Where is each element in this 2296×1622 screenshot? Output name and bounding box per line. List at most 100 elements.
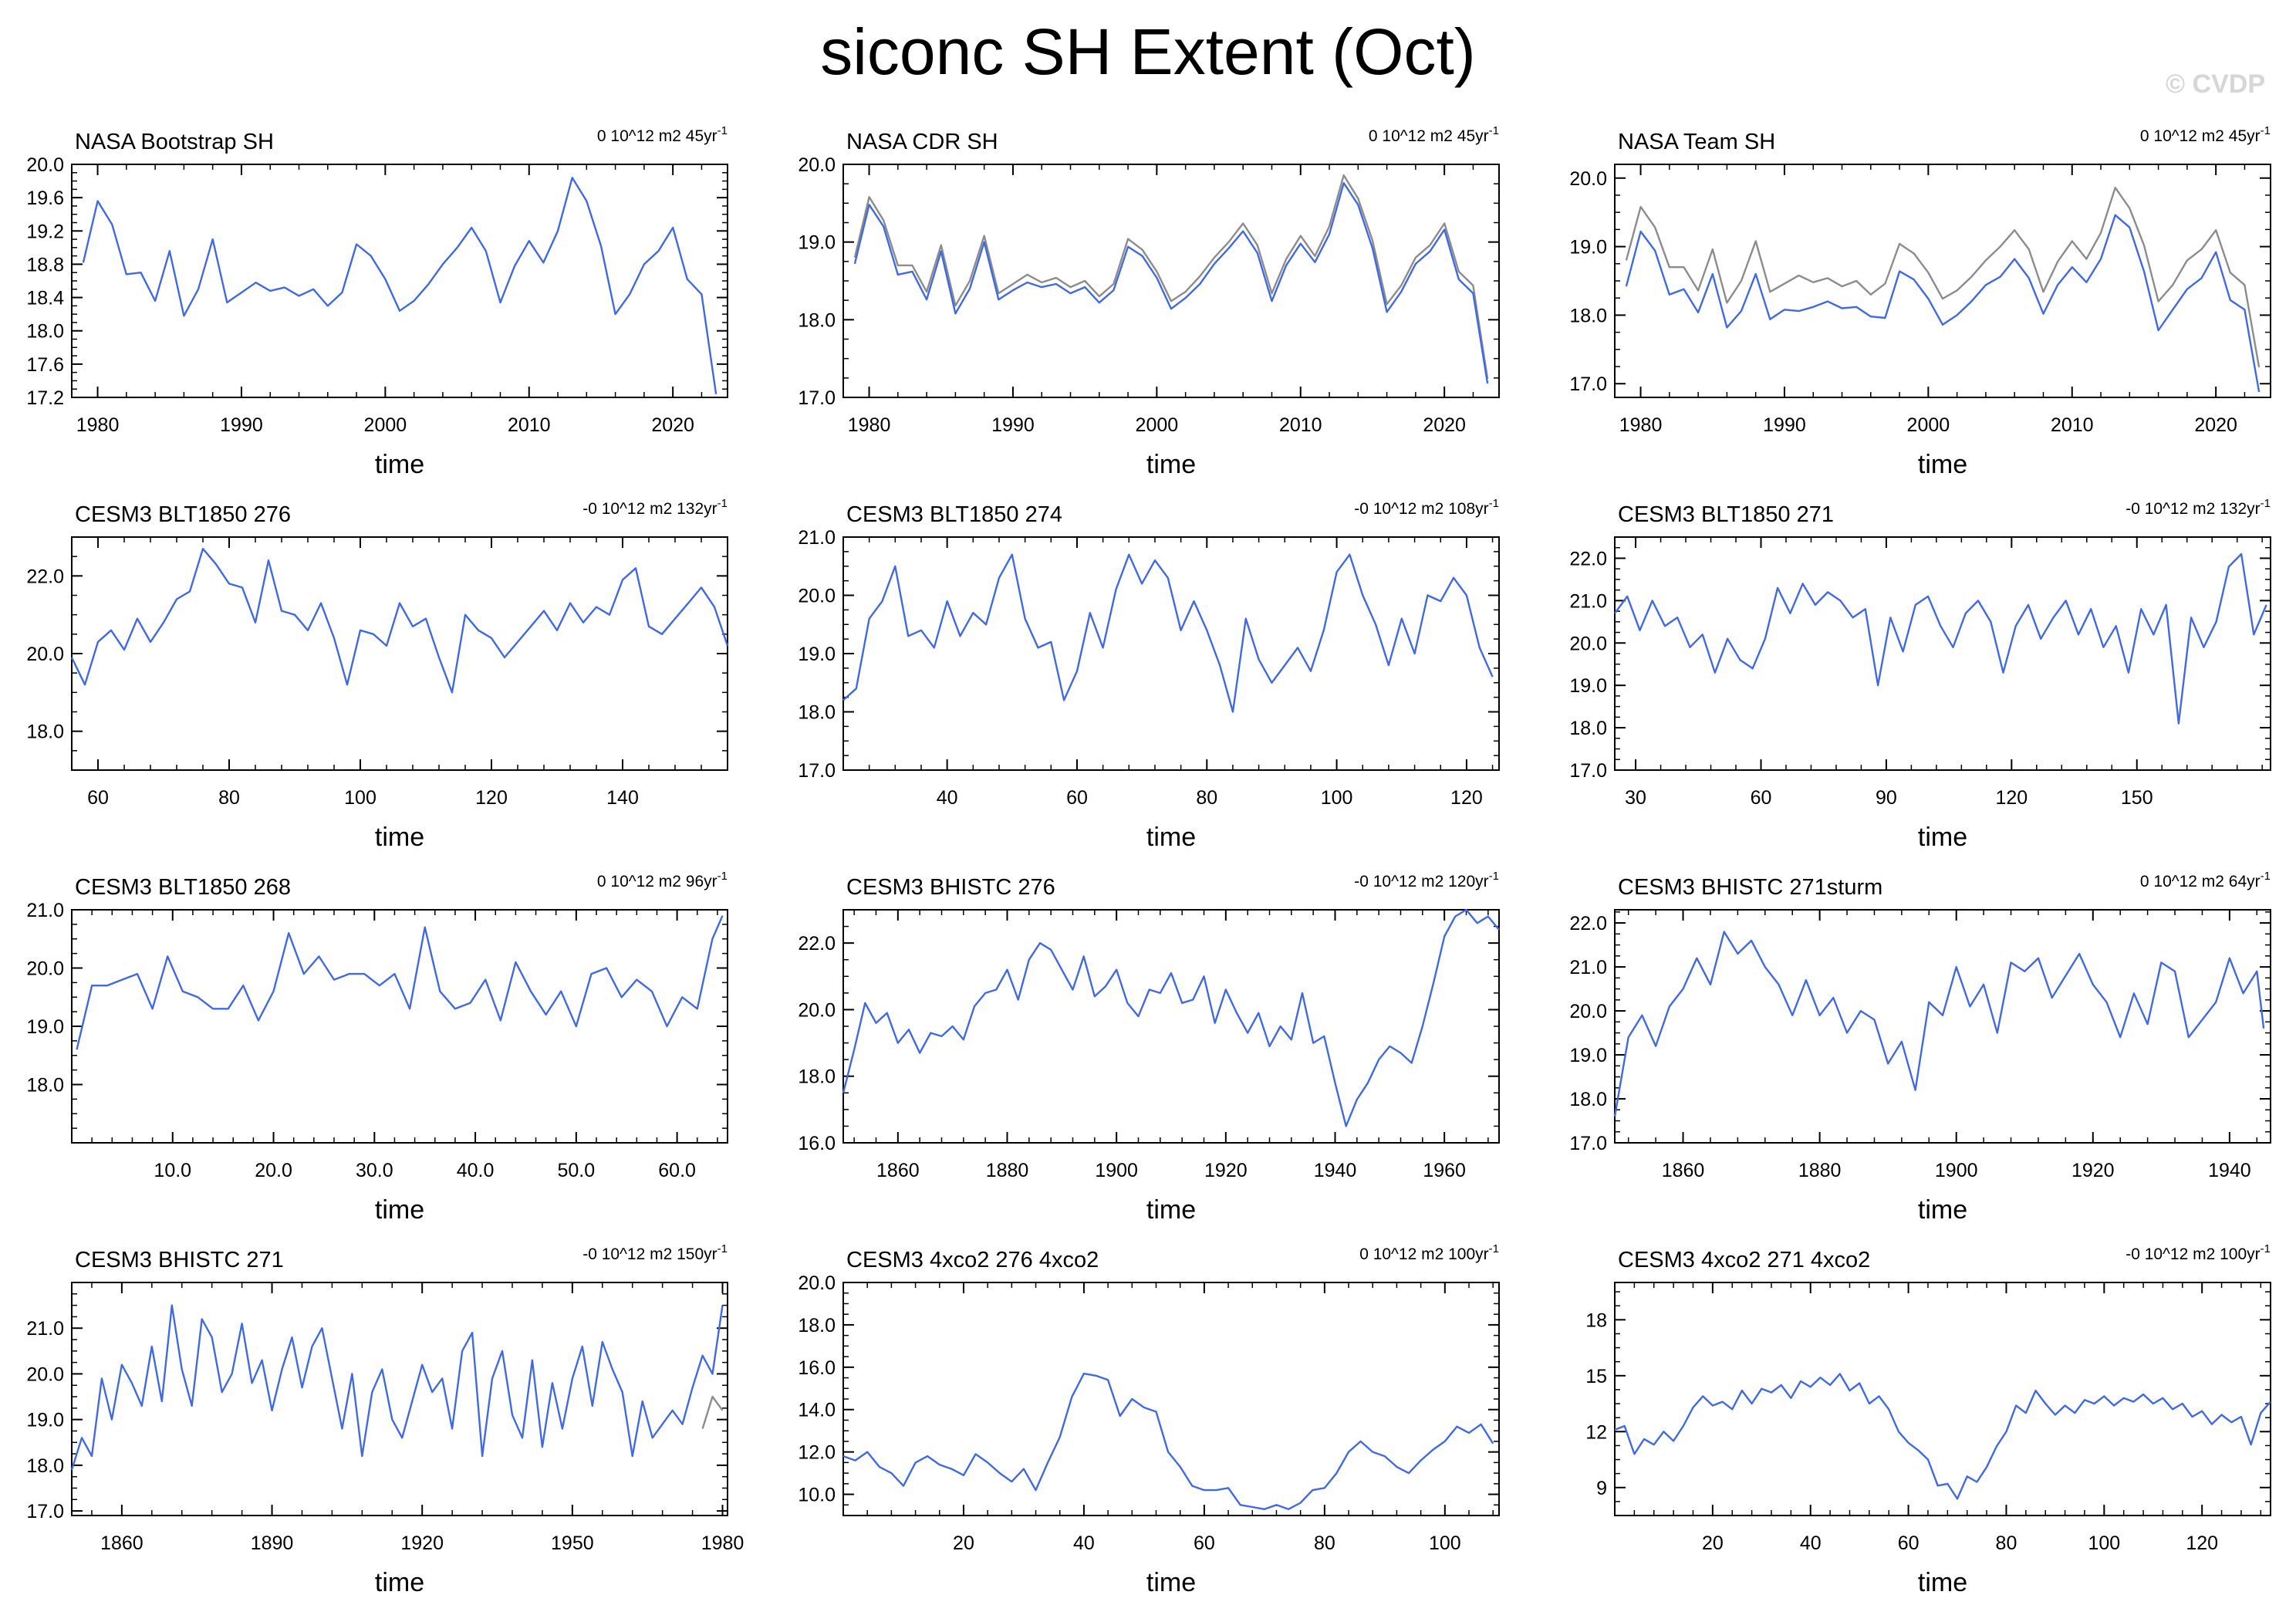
chart-panel-4: 18.0 20.0 22.0 60 80 100 120 140 CESM3 BLT1850 2… — [26, 497, 729, 852]
x-tick-label: 30.0 — [356, 1160, 393, 1181]
y-tick-label: 16.0 — [798, 1357, 836, 1379]
x-axis-label: time — [375, 823, 424, 852]
x-axis-label: time — [375, 1195, 424, 1225]
series-line-1 — [842, 553, 1494, 713]
x-tick-label: 50.0 — [558, 1160, 596, 1181]
panel-title: CESM3 BHISTC 271sturm — [1618, 875, 1882, 900]
y-tick-label: 17.0 — [26, 1501, 64, 1522]
chart-panel-3: 17.0 18.0 19.0 20.0 1980 1990 2000 2010 2020 NASA… — [1569, 124, 2271, 479]
y-tick-label: 12.0 — [798, 1442, 836, 1464]
series-line-1 — [76, 915, 724, 1050]
plot-frame — [71, 909, 728, 1144]
plot-frame — [1614, 164, 2271, 398]
x-tick-label: 1860 — [876, 1160, 920, 1181]
x-tick-label: 60.0 — [658, 1160, 696, 1181]
x-tick-label: 1980 — [1619, 414, 1663, 436]
trend-label-exponent: -1 — [1489, 870, 1499, 883]
x-tick-label: 100 — [344, 787, 376, 809]
panel-title: CESM3 4xco2 271 4xco2 — [1618, 1248, 1870, 1272]
trend-label: 0 10^12 m2 96yr-1 — [597, 870, 728, 890]
y-tick-label: 9 — [1596, 1478, 1607, 1499]
y-tick-label: 19.0 — [1569, 237, 1607, 259]
x-tick-label: 80 — [1314, 1532, 1335, 1554]
x-tick-label: 2010 — [2051, 414, 2094, 436]
trend-label-text: -0 10^12 m2 132yr — [2125, 500, 2260, 518]
x-tick-label: 150 — [2121, 787, 2153, 809]
y-tick-label: 19.0 — [26, 1016, 64, 1038]
x-tick-label: 1920 — [2071, 1160, 2115, 1181]
x-tick-label: 40 — [937, 787, 958, 809]
x-tick-label: 2010 — [508, 414, 551, 436]
x-tick-label: 60 — [87, 787, 109, 809]
x-tick-label: 120 — [475, 787, 508, 809]
trend-label-text: -0 10^12 m2 108yr — [1354, 500, 1488, 518]
x-tick-label: 1980 — [848, 414, 891, 436]
x-tick-label: 120 — [1995, 787, 2028, 809]
trend-label-text: 0 10^12 m2 100yr — [1359, 1245, 1488, 1263]
plot-frame — [842, 164, 1500, 398]
x-tick-label: 40.0 — [457, 1160, 495, 1181]
y-tick-label: 17.2 — [26, 387, 64, 409]
chart-panel-7: 18.0 19.0 20.0 21.0 10.0 20.0 30.0 40.0 50.0 60.0… — [26, 870, 728, 1225]
trend-label: -0 10^12 m2 108yr-1 — [1354, 497, 1499, 518]
x-tick-label: 2010 — [1279, 414, 1322, 436]
chart-panel-5: 17.0 18.0 19.0 20.0 21.0 40 60 80 100 120 CESM3 BL… — [798, 497, 1500, 852]
plot-frame — [71, 536, 728, 771]
y-tick-label: 18.0 — [26, 1075, 64, 1097]
trend-label-text: 0 10^12 m2 96yr — [597, 873, 718, 890]
x-tick-label: 120 — [1450, 787, 1483, 809]
y-tick-label: 16.0 — [798, 1133, 836, 1154]
x-tick-label: 1900 — [1935, 1160, 1978, 1181]
series-line-1 — [1625, 186, 2261, 368]
trend-label-text: 0 10^12 m2 45yr — [597, 127, 718, 145]
x-axis-label: time — [1918, 823, 1967, 852]
y-tick-label: 17.0 — [1569, 373, 1607, 395]
y-tick-label: 20.0 — [798, 154, 836, 176]
y-tick-label: 22.0 — [1569, 548, 1607, 569]
chart-panel-10: 17.0 18.0 19.0 20.0 21.0 1860 1890 1920 1950 1980… — [26, 1242, 744, 1597]
y-tick-label: 22.0 — [798, 933, 836, 955]
y-tick-label: 20.0 — [1569, 633, 1607, 654]
trend-label-exponent: -1 — [1489, 497, 1499, 510]
plot-frame — [71, 164, 728, 398]
x-tick-label: 1990 — [1763, 414, 1806, 436]
y-tick-label: 19.2 — [26, 221, 64, 242]
chart-panel-2: 17.0 18.0 19.0 20.0 1980 1990 2000 2010 2020 NASA… — [798, 124, 1500, 479]
trend-label-exponent: -1 — [1489, 124, 1499, 137]
trend-label: -0 10^12 m2 120yr-1 — [1354, 870, 1499, 890]
plot-frame — [71, 1282, 728, 1516]
trend-label: -0 10^12 m2 150yr-1 — [582, 1242, 728, 1263]
x-tick-label: 100 — [1321, 787, 1353, 809]
trend-label-text: 0 10^12 m2 64yr — [2140, 873, 2261, 890]
y-tick-label: 17.0 — [798, 387, 836, 409]
chart-panel-9: 17.0 18.0 19.0 20.0 21.0 22.0 1860 1880 1900 1920… — [1569, 870, 2271, 1225]
panel-title: CESM3 BLT1850 268 — [75, 875, 291, 900]
panel-title: CESM3 BLT1850 271 — [1618, 502, 1834, 527]
trend-label: 0 10^12 m2 64yr-1 — [2140, 870, 2271, 890]
chart-panel-11: 10.0 12.0 14.0 16.0 18.0 20.0 20 40 60 80 100 CESM3… — [798, 1242, 1500, 1597]
y-tick-label: 19.0 — [798, 644, 836, 665]
y-tick-label: 19.0 — [26, 1410, 64, 1431]
series-line-1 — [842, 1372, 1494, 1511]
y-tick-label: 19.0 — [798, 232, 836, 254]
trend-label-text: -0 10^12 m2 120yr — [1354, 873, 1488, 890]
y-tick-label: 20.0 — [26, 644, 64, 665]
y-tick-label: 21.0 — [26, 1318, 64, 1340]
y-tick-label: 18.0 — [798, 1066, 836, 1088]
y-tick-label: 17.6 — [26, 354, 64, 376]
series-line-2 — [853, 181, 1489, 384]
series-line-2 — [701, 1395, 724, 1429]
x-tick-label: 1950 — [551, 1532, 594, 1554]
y-tick-label: 22.0 — [1569, 913, 1607, 934]
series-line-1 — [853, 174, 1489, 379]
panel-title: CESM3 4xco2 276 4xco2 — [846, 1248, 1099, 1272]
x-tick-label: 1860 — [1662, 1160, 1705, 1181]
x-tick-label: 1940 — [2208, 1160, 2251, 1181]
series-line-1 — [82, 177, 718, 394]
series-line-2 — [1625, 214, 2261, 393]
x-tick-label: 1980 — [701, 1532, 745, 1554]
x-tick-label: 20 — [953, 1532, 974, 1554]
y-tick-label: 18.0 — [1569, 1089, 1607, 1110]
trend-label-text: -0 10^12 m2 150yr — [582, 1245, 717, 1263]
